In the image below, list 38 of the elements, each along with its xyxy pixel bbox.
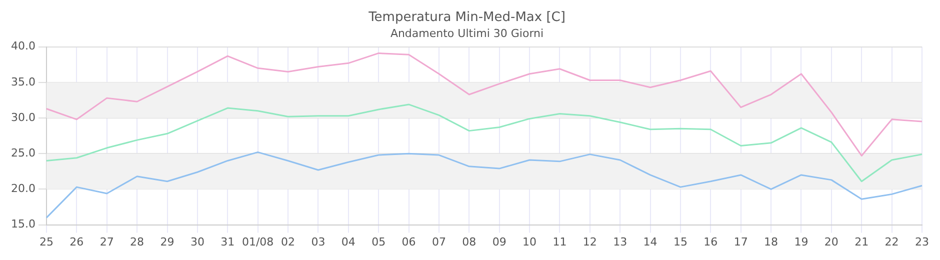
y-tick-label: 20.0: [10, 182, 36, 196]
x-tick-label: 22: [884, 235, 899, 248]
x-tick-label: 11: [552, 235, 567, 248]
x-tick-label: 12: [582, 235, 597, 248]
x-tick-label: 08: [462, 235, 476, 248]
x-tick-label: 17: [734, 235, 748, 248]
x-tick-label: 27: [100, 235, 114, 248]
x-tick-label: 31: [220, 235, 235, 248]
x-tick-label: 10: [522, 235, 537, 248]
x-tick-label: 25: [39, 235, 54, 248]
x-tick-label: 21: [854, 235, 869, 248]
x-tick-label: 03: [311, 235, 326, 248]
x-tick-label: 19: [794, 235, 808, 248]
y-tick-label: 40.0: [10, 40, 36, 53]
x-tick-label: 15: [673, 235, 688, 248]
x-tick-label: 09: [492, 235, 506, 248]
x-tick-label: 16: [704, 235, 718, 248]
x-tick-label: 07: [432, 235, 446, 248]
x-tick-label: 23: [915, 235, 929, 248]
x-tick-label: 02: [281, 235, 296, 248]
y-tick-label: 25.0: [10, 146, 36, 160]
x-tick-label: 14: [643, 235, 658, 248]
y-tick-label: 15.0: [10, 218, 36, 231]
x-tick-label: 30: [190, 235, 204, 248]
x-tick-label: 20: [824, 235, 838, 248]
y-tick-label: 30.0: [10, 110, 36, 124]
y-tick-label: 35.0: [10, 75, 36, 88]
chart-subtitle: Andamento Ultimi 30 Giorni: [390, 27, 544, 40]
x-tick-label: 28: [130, 235, 144, 248]
x-tick-label: 29: [160, 235, 174, 248]
x-tick-label: 13: [613, 235, 628, 248]
x-tick-label: 05: [372, 235, 386, 248]
chart-title: Temperatura Min-Med-Max [C]: [368, 10, 566, 26]
x-tick-label: 06: [402, 235, 416, 248]
x-tick-label: 18: [764, 235, 778, 248]
x-tick-label: 26: [70, 235, 84, 248]
x-tick-label: 01/08: [242, 235, 274, 248]
x-tick-label: 04: [341, 235, 356, 248]
